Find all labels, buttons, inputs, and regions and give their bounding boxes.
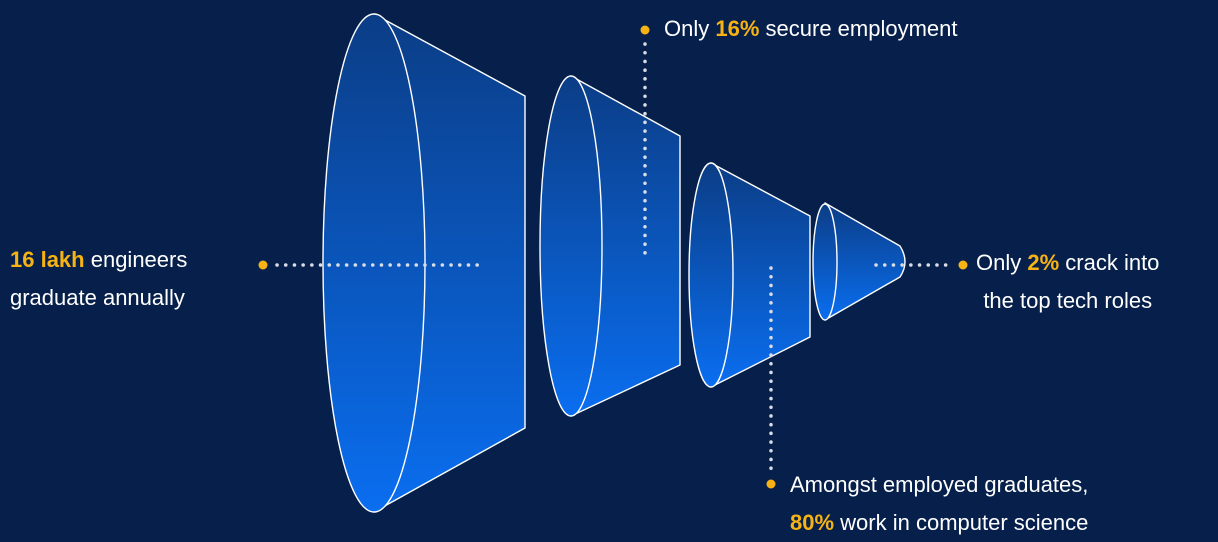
label-computer-science-line1: Amongst employed graduates, [790,472,1089,497]
highlight-employment-percent: 16% [715,16,760,41]
bullet-dot-right [958,260,968,270]
bullet-dot-top [640,25,650,35]
highlight-top-tech-percent: 2% [1027,250,1060,275]
label-graduates-line1: 16 lakh engineers [10,241,187,279]
label-top-tech-line2: the top tech roles [983,288,1153,313]
highlight-computer-science-percent: 80% [790,510,835,535]
bullet-dot-left [258,260,268,270]
label-top-tech-line1: Only 2% crack into [976,244,1159,282]
label-employment: Only 16% secure employment [664,10,958,48]
label-top-tech-prefix: Only [976,250,1028,275]
label-computer-science-line2-text: work in computer science [834,510,1089,535]
label-top-tech: Only 2% crack into the top tech roles [976,244,1159,320]
label-employment-prefix: Only [664,16,716,41]
funnel-segment-3 [688,162,811,388]
label-graduates: 16 lakh engineers graduate annually [10,241,187,317]
highlight-graduates-count: 16 lakh [10,247,85,272]
funnel-segment-4 [812,202,906,321]
funnel-segment-2 [539,75,681,417]
funnel-segment-1 [322,13,526,513]
label-graduates-line1-text: engineers [84,247,188,272]
label-employment-suffix: secure employment [759,16,958,41]
bullet-dot-bottom [766,479,776,489]
label-computer-science: Amongst employed graduates, 80% work in … [790,466,1088,542]
label-graduates-line2: graduate annually [10,285,185,310]
label-top-tech-line1-text: crack into [1059,250,1160,275]
label-computer-science-line2: 80% work in computer science [790,504,1088,542]
